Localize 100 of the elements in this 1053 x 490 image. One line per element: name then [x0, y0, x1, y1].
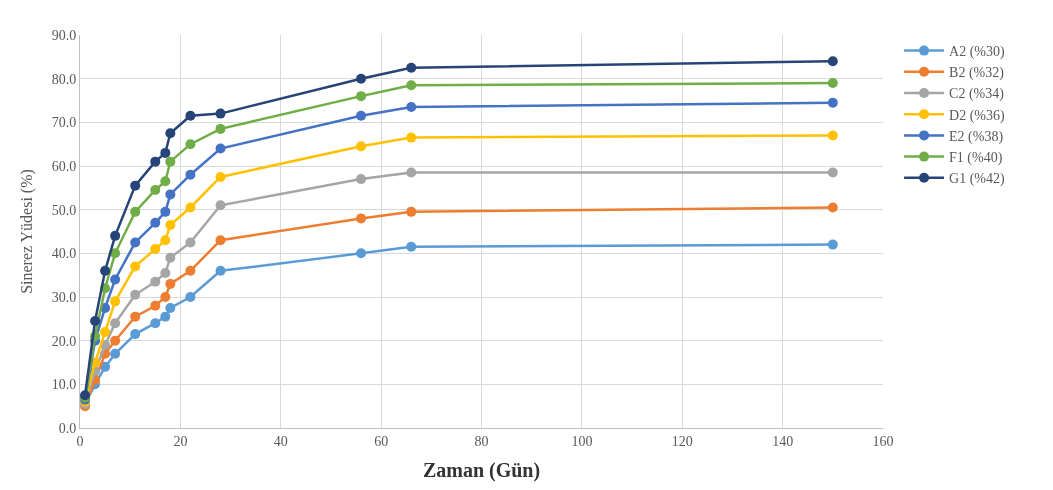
y-axis-title: Sinerez Yüdesi (%)	[17, 169, 36, 294]
legend-label: B2 (%32)	[949, 65, 1005, 82]
point	[110, 296, 121, 307]
point	[215, 123, 226, 134]
point	[150, 243, 161, 254]
point	[406, 102, 417, 113]
y-tick-label: 50.0	[51, 202, 77, 218]
point	[827, 239, 838, 250]
point	[110, 348, 121, 359]
legend-label: G1 (%42)	[949, 171, 1005, 188]
point	[130, 329, 141, 340]
point	[165, 278, 176, 289]
point	[165, 189, 176, 200]
point	[356, 110, 367, 121]
legend-label: F1 (%40)	[949, 150, 1003, 167]
point	[160, 147, 171, 158]
point	[185, 110, 196, 121]
point	[215, 265, 226, 276]
point	[406, 80, 417, 91]
point	[215, 108, 226, 119]
point	[160, 311, 171, 322]
x-axis-title: Zaman (Gün)	[422, 459, 541, 483]
point	[100, 265, 111, 276]
point	[356, 91, 367, 102]
point	[185, 265, 196, 276]
point	[356, 213, 367, 224]
point	[160, 292, 171, 302]
point	[90, 316, 101, 327]
point	[150, 318, 161, 329]
point	[165, 219, 176, 230]
y-tick-label: 10.0	[51, 377, 77, 393]
point	[110, 318, 121, 329]
point	[356, 248, 367, 259]
y-tick-label: 70.0	[51, 115, 77, 131]
point	[185, 292, 196, 302]
point	[150, 185, 161, 196]
point	[185, 237, 196, 248]
point	[150, 217, 161, 228]
point	[827, 202, 838, 213]
point	[110, 248, 121, 259]
point	[356, 174, 367, 185]
point	[827, 78, 838, 89]
point	[406, 167, 417, 178]
point	[130, 261, 141, 272]
point	[356, 73, 367, 84]
point	[215, 171, 226, 182]
y-tick-label: 80.0	[51, 71, 77, 87]
point	[165, 156, 176, 167]
point	[827, 56, 838, 67]
legend-label: C2 (%34)	[949, 86, 1005, 103]
point	[130, 180, 141, 191]
x-tick-label: 120	[671, 433, 693, 449]
point	[150, 300, 161, 311]
y-tick-label: 90.0	[51, 27, 77, 43]
point	[215, 200, 226, 211]
point	[165, 128, 176, 139]
point	[827, 97, 838, 108]
point	[100, 326, 111, 337]
x-tick-label: 140	[772, 433, 794, 449]
point	[110, 230, 121, 241]
x-tick-label: 20	[173, 433, 188, 449]
point	[215, 143, 226, 154]
point	[160, 206, 171, 217]
point	[160, 267, 171, 278]
x-tick-label: 60	[374, 433, 389, 449]
point	[406, 241, 417, 252]
point	[150, 276, 161, 287]
point	[110, 335, 121, 346]
point	[110, 274, 121, 285]
point	[356, 141, 367, 152]
point	[130, 311, 141, 322]
point	[130, 237, 141, 248]
point	[185, 202, 196, 213]
legend-label: A2 (%30)	[949, 44, 1005, 61]
point	[165, 252, 176, 263]
y-tick-label: 20.0	[51, 333, 77, 349]
point	[130, 206, 141, 217]
point	[406, 62, 417, 73]
y-tick-label: 60.0	[51, 158, 77, 174]
point	[165, 302, 176, 313]
point	[406, 206, 417, 217]
point	[160, 235, 171, 246]
point	[130, 289, 141, 300]
point	[185, 169, 196, 180]
point	[160, 176, 171, 187]
legend-label: E2 (%38)	[949, 128, 1004, 145]
point	[827, 167, 838, 178]
x-tick-label: 80	[474, 433, 489, 449]
x-tick-label: 40	[273, 433, 288, 449]
point	[827, 130, 838, 141]
point	[406, 132, 417, 143]
point	[150, 156, 161, 167]
point	[185, 139, 196, 150]
y-tick-label: 30.0	[51, 289, 77, 305]
x-tick-label: 0	[76, 433, 84, 449]
y-tick-label: 0.0	[58, 420, 77, 436]
y-tick-label: 40.0	[51, 246, 77, 262]
point	[215, 235, 226, 246]
legend-label: D2 (%36)	[949, 107, 1005, 124]
x-tick-label: 100	[571, 433, 593, 449]
